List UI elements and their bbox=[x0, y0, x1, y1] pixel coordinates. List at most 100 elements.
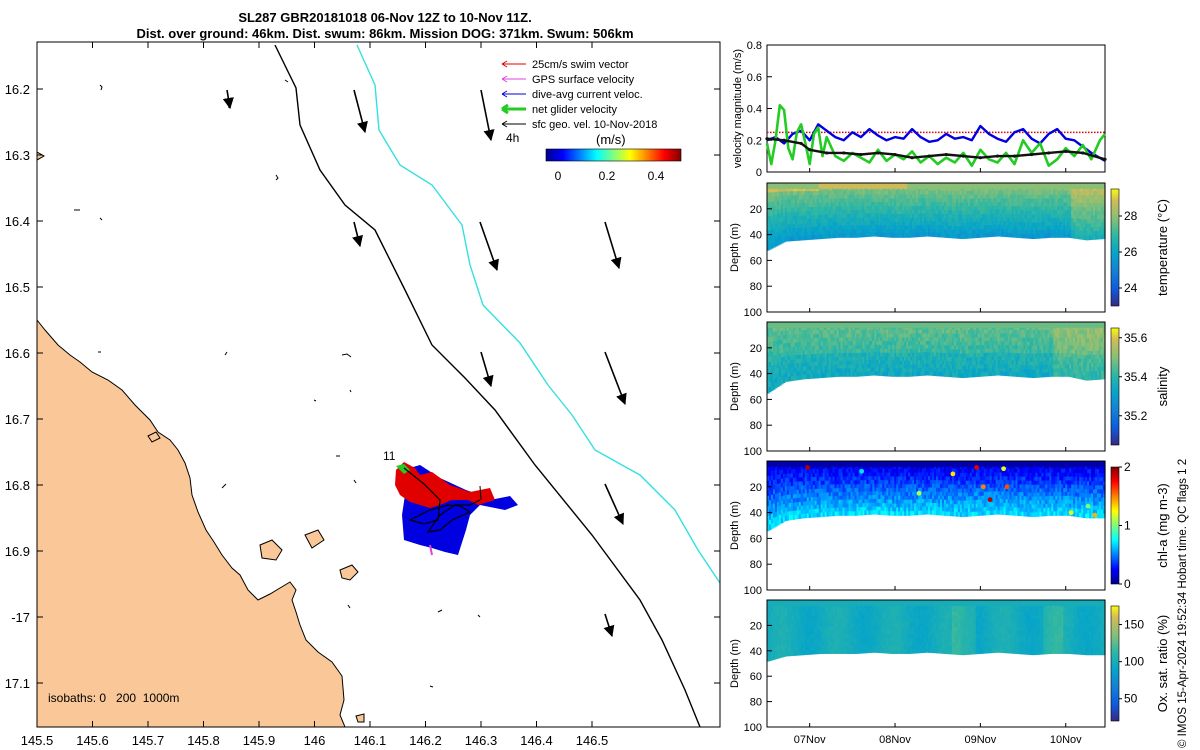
heatmap-cell bbox=[904, 356, 907, 362]
heatmap-cell bbox=[864, 325, 868, 331]
heatmap-cell bbox=[808, 199, 812, 204]
heatmap-cell bbox=[959, 190, 963, 196]
heatmap-cell bbox=[926, 232, 929, 237]
heatmap-cell bbox=[1027, 198, 1031, 204]
heatmap-cell bbox=[1079, 230, 1082, 236]
heatmap-cell bbox=[955, 337, 959, 343]
heatmap-cell bbox=[836, 214, 840, 219]
heatmap-cell bbox=[922, 190, 925, 195]
heatmap-cell bbox=[1077, 194, 1080, 200]
heatmap-cell bbox=[945, 329, 949, 335]
heatmap-cell bbox=[812, 235, 816, 240]
heatmap-cell bbox=[914, 190, 917, 196]
heatmap-cell bbox=[906, 337, 909, 342]
heatmap-cell bbox=[804, 354, 808, 359]
heatmap-cell bbox=[1037, 214, 1040, 220]
heatmap-cell bbox=[943, 372, 947, 377]
sfc-geo-point bbox=[765, 137, 769, 141]
heatmap-cell bbox=[985, 198, 989, 203]
heatmap-cell bbox=[967, 214, 971, 219]
heatmap-cell bbox=[1027, 365, 1031, 370]
heatmap-cell bbox=[1011, 202, 1015, 207]
heatmap-cell bbox=[838, 229, 842, 234]
heatmap-cell bbox=[969, 233, 973, 239]
heatmap-cell bbox=[796, 232, 800, 237]
heatmap-cell bbox=[1031, 369, 1035, 375]
heatmap-cell bbox=[778, 331, 782, 337]
heatmap-cell bbox=[947, 221, 951, 227]
heatmap-cell bbox=[818, 214, 822, 220]
heatmap-cell bbox=[1041, 202, 1044, 208]
heatmap-cell bbox=[953, 202, 957, 208]
heatmap-cell bbox=[1039, 357, 1042, 362]
heatmap-cell bbox=[987, 225, 991, 230]
heatmap-cell bbox=[1009, 348, 1013, 354]
heatmap-cell bbox=[941, 221, 945, 227]
heatmap-cell bbox=[832, 329, 836, 335]
heatmap-cell bbox=[876, 340, 879, 346]
heatmap-cell bbox=[937, 333, 941, 338]
heatmap-cell bbox=[884, 341, 887, 346]
heatmap-cell bbox=[1037, 341, 1040, 347]
heatmap-cell bbox=[1073, 186, 1076, 192]
heatmap-cell bbox=[1019, 221, 1023, 227]
heatmap-cell bbox=[916, 209, 919, 215]
heatmap-cell bbox=[914, 341, 917, 346]
heatmap-cell bbox=[858, 213, 862, 219]
heatmap-cell bbox=[830, 357, 834, 362]
heatmap-cell bbox=[826, 186, 830, 192]
heatmap-cell bbox=[969, 353, 973, 358]
heatmap-cell bbox=[778, 344, 782, 350]
heatmap-cell bbox=[822, 325, 826, 331]
heatmap-cell bbox=[975, 368, 979, 374]
heatmap-cell bbox=[989, 209, 993, 215]
heatmap-cell bbox=[934, 225, 937, 230]
heatmap-cell bbox=[1063, 341, 1066, 346]
heatmap-cell bbox=[846, 198, 850, 203]
heatmap-cell bbox=[1095, 342, 1098, 348]
heatmap-cell bbox=[963, 365, 967, 370]
heatmap-cell bbox=[961, 365, 965, 371]
heatmap-cell bbox=[1073, 341, 1076, 347]
heatmap-cell bbox=[836, 349, 840, 354]
heatmap-cell bbox=[937, 345, 941, 350]
heatmap-cell bbox=[870, 201, 873, 207]
heatmap-cell bbox=[1077, 186, 1080, 192]
heatmap-cell bbox=[989, 232, 993, 238]
heatmap-cell bbox=[1027, 210, 1031, 216]
heatmap-cell bbox=[983, 221, 987, 226]
heatmap-cell bbox=[854, 233, 858, 238]
heatmap-cell bbox=[890, 217, 893, 223]
heatmap-cell bbox=[800, 215, 804, 221]
heatmap-cell bbox=[932, 228, 935, 234]
heatmap-cell bbox=[1067, 210, 1070, 215]
heatmap-cell bbox=[846, 190, 850, 196]
heatmap-cell bbox=[971, 218, 975, 223]
heatmap-cell bbox=[918, 202, 921, 207]
heatmap-cell bbox=[916, 371, 919, 377]
heatmap-cell bbox=[788, 351, 792, 357]
heatmap-cell bbox=[987, 217, 991, 222]
heatmap-cell bbox=[850, 190, 854, 196]
geo-arrow bbox=[222, 89, 234, 110]
heatmap-cell bbox=[844, 229, 848, 234]
heatmap-cell bbox=[1029, 329, 1033, 335]
legend-arrowhead-dive bbox=[501, 90, 508, 98]
heatmap-cell bbox=[868, 213, 871, 218]
heatmap-cell bbox=[1101, 198, 1104, 204]
heatmap-cell bbox=[995, 205, 999, 211]
heatmap-cell bbox=[951, 214, 955, 219]
heatmap-cell bbox=[774, 192, 778, 198]
heatmap-cell bbox=[806, 330, 810, 335]
heatmap-cell bbox=[1049, 194, 1052, 200]
heatmap-cell bbox=[979, 341, 983, 346]
heatmap-cell bbox=[981, 233, 985, 238]
heatmap-cell bbox=[878, 209, 881, 215]
heatmap-cell bbox=[1093, 338, 1096, 344]
heatmap-cell bbox=[808, 350, 812, 355]
map-x-tick-label: 146.5 bbox=[576, 733, 609, 748]
heatmap-cell bbox=[1017, 190, 1021, 196]
heatmap-cell bbox=[1037, 198, 1040, 204]
heatmap-cell bbox=[1007, 190, 1011, 196]
heatmap-cell bbox=[774, 237, 778, 243]
